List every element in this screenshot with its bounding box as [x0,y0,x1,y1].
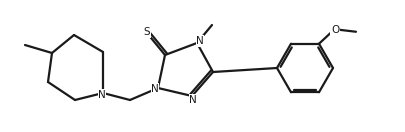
Text: S: S [144,27,150,37]
Text: O: O [331,25,339,35]
Text: N: N [196,36,204,46]
Text: N: N [98,90,106,100]
Text: N: N [189,95,197,105]
Text: N: N [151,84,159,94]
